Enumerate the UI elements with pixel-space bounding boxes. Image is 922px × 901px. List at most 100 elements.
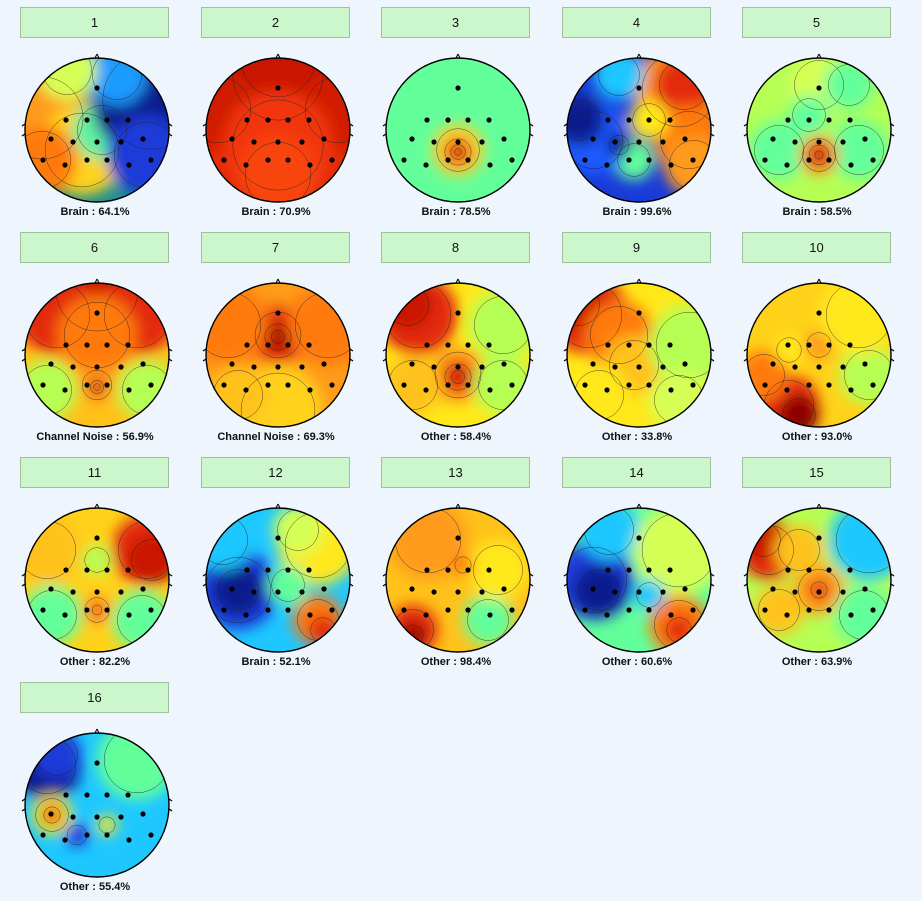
electrode-dot xyxy=(465,567,471,573)
topographic-map[interactable] xyxy=(378,275,538,435)
electrode-dot xyxy=(84,117,90,123)
electrode-dot xyxy=(70,589,76,595)
component-button[interactable]: 3 xyxy=(381,7,530,38)
electrode-dot xyxy=(785,567,791,573)
electrode-dot xyxy=(636,85,642,91)
electrode-dot xyxy=(148,832,154,838)
component-classification: Other : 58.4% xyxy=(420,431,492,443)
topographic-map[interactable] xyxy=(17,500,177,660)
component-button[interactable]: 4 xyxy=(562,7,711,38)
electrode-dot xyxy=(84,792,90,798)
electrode-dot xyxy=(445,382,451,388)
component-cell: 6 Channel Noise : 56.9% xyxy=(0,225,180,450)
electrode-dot xyxy=(445,117,451,123)
electrode-dot xyxy=(104,342,110,348)
electrode-dot xyxy=(321,586,327,592)
component-cell: 11 Other : 82.2% xyxy=(0,450,180,675)
electrode-dot xyxy=(445,607,451,613)
electrode-dot xyxy=(94,814,100,820)
electrode-dot xyxy=(826,567,832,573)
component-button[interactable]: 13 xyxy=(381,457,530,488)
electrode-dot xyxy=(229,361,235,367)
electrode-dot xyxy=(125,567,131,573)
electrode-dot xyxy=(636,589,642,595)
topographic-map[interactable] xyxy=(17,275,177,435)
topographic-map[interactable] xyxy=(739,50,899,210)
component-cell: 8 Other : 58.4% xyxy=(361,225,541,450)
electrode-dot xyxy=(806,117,812,123)
electrode-dot xyxy=(826,382,832,388)
electrode-dot xyxy=(646,342,652,348)
electrode-dot xyxy=(690,607,696,613)
component-button[interactable]: 16 xyxy=(20,682,169,713)
component-button[interactable]: 14 xyxy=(562,457,711,488)
component-button[interactable]: 9 xyxy=(562,232,711,263)
component-classification: Other : 33.8% xyxy=(601,431,673,443)
electrode-dot xyxy=(306,117,312,123)
electrode-dot xyxy=(816,589,822,595)
topographic-map[interactable] xyxy=(198,500,358,660)
electrode-dot xyxy=(682,361,688,367)
electrode-dot xyxy=(48,811,54,817)
component-button[interactable]: 11 xyxy=(20,457,169,488)
component-button[interactable]: 12 xyxy=(201,457,350,488)
component-cell: 9 Other : 33.8% xyxy=(542,225,722,450)
topographic-map[interactable] xyxy=(559,50,719,210)
electrode-dot xyxy=(646,157,652,163)
component-button[interactable]: 1 xyxy=(20,7,169,38)
topographic-map[interactable] xyxy=(17,50,177,210)
electrode-dot xyxy=(806,342,812,348)
electrode-dot xyxy=(126,387,132,393)
electrode-dot xyxy=(486,342,492,348)
component-button[interactable]: 8 xyxy=(381,232,530,263)
electrode-dot xyxy=(94,535,100,541)
electrode-dot xyxy=(424,117,430,123)
topographic-map[interactable] xyxy=(559,275,719,435)
electrode-dot xyxy=(423,162,429,168)
electrode-dot xyxy=(275,139,281,145)
electrode-dot xyxy=(84,832,90,838)
electrode-dot xyxy=(770,586,776,592)
electrode-dot xyxy=(626,382,632,388)
component-button[interactable]: 2 xyxy=(201,7,350,38)
topographic-map[interactable] xyxy=(198,275,358,435)
component-cell: 7 Channel Noise : 69.3% xyxy=(181,225,361,450)
component-button[interactable]: 6 xyxy=(20,232,169,263)
electrode-dot xyxy=(140,811,146,817)
topographic-map[interactable] xyxy=(559,500,719,660)
electrode-dot xyxy=(455,139,461,145)
topographic-map[interactable] xyxy=(739,275,899,435)
component-button[interactable]: 5 xyxy=(742,7,891,38)
electrode-dot xyxy=(465,607,471,613)
electrode-dot xyxy=(690,382,696,388)
electrode-dot xyxy=(63,567,69,573)
topographic-map[interactable] xyxy=(378,500,538,660)
electrode-dot xyxy=(792,364,798,370)
electrode-dot xyxy=(486,117,492,123)
electrode-dot xyxy=(862,136,868,142)
component-classification: Other : 93.0% xyxy=(781,431,853,443)
topographic-map[interactable] xyxy=(378,50,538,210)
electrode-dot xyxy=(605,342,611,348)
electrode-dot xyxy=(590,586,596,592)
electrode-dot xyxy=(848,387,854,393)
electrode-dot xyxy=(847,567,853,573)
component-button[interactable]: 7 xyxy=(201,232,350,263)
electrode-dot xyxy=(465,157,471,163)
component-classification: Other : 63.9% xyxy=(781,656,853,668)
component-cell: 13 Other : 98.4% xyxy=(361,450,541,675)
electrode-dot xyxy=(221,157,227,163)
topographic-map[interactable] xyxy=(17,725,177,885)
electrode-dot xyxy=(870,382,876,388)
component-button[interactable]: 10 xyxy=(742,232,891,263)
topographic-map[interactable] xyxy=(198,50,358,210)
electrode-dot xyxy=(646,567,652,573)
component-button[interactable]: 15 xyxy=(742,457,891,488)
topographic-map[interactable] xyxy=(739,500,899,660)
electrode-dot xyxy=(465,117,471,123)
component-classification: Brain : 99.6% xyxy=(602,206,672,218)
electrode-dot xyxy=(784,162,790,168)
electrode-dot xyxy=(636,139,642,145)
electrode-dot xyxy=(604,162,610,168)
electrode-dot xyxy=(862,361,868,367)
